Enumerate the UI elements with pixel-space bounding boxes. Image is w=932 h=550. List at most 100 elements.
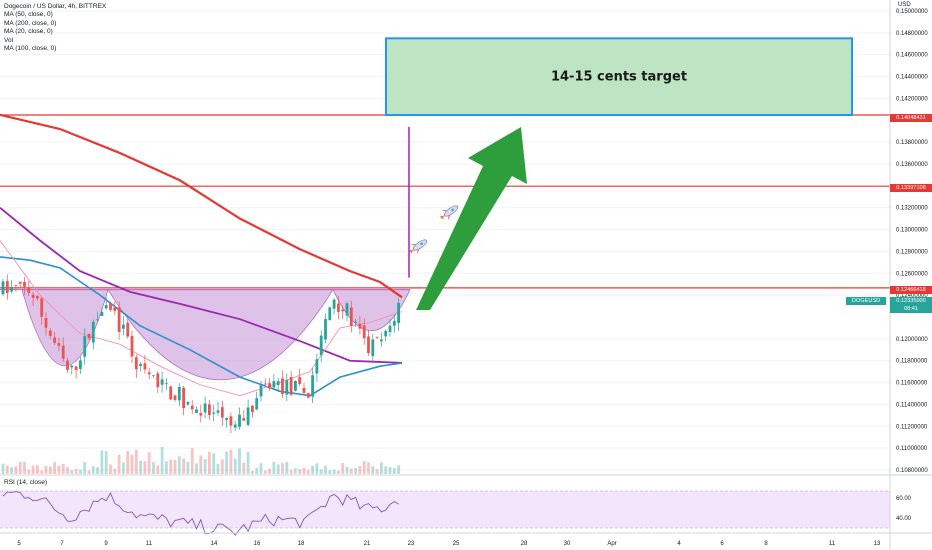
- candle-body: [1, 281, 5, 295]
- candle-body: [259, 385, 263, 397]
- volume-bar: [276, 464, 280, 474]
- volume-bar: [14, 466, 18, 474]
- candle-body: [311, 375, 314, 397]
- indicator-ma100[interactable]: MA (100, close, 0): [4, 45, 57, 53]
- candle-body: [199, 412, 203, 416]
- price-tag-level-3: 0.12466418: [890, 286, 932, 294]
- candle-body: [40, 298, 44, 317]
- candle-body: [281, 378, 284, 394]
- cup-shape: [107, 289, 334, 380]
- volume-bar: [91, 466, 95, 474]
- volume-bar: [358, 466, 362, 474]
- price-tick-label: 0.12400000: [896, 293, 928, 299]
- price-tag-level-2: 0.13397108: [890, 184, 932, 192]
- volume-bar: [272, 461, 276, 474]
- volume-bar: [83, 461, 87, 474]
- candle-body: [14, 285, 18, 286]
- volume-bar: [281, 462, 284, 474]
- rocket-icon: [440, 205, 459, 221]
- volume-bar: [324, 465, 327, 474]
- target-box: [385, 37, 853, 116]
- price-tick-label: 0.13600000: [896, 162, 928, 168]
- candle-body: [87, 333, 91, 339]
- volume-bar: [177, 456, 181, 474]
- volume-bar: [199, 455, 203, 474]
- volume-bar: [220, 459, 224, 474]
- price-tag-level-1: 0.14048431: [890, 114, 932, 122]
- candle-body: [285, 380, 289, 395]
- candle-body: [74, 366, 78, 371]
- volume-bar: [190, 448, 194, 474]
- candle-body: [169, 386, 173, 400]
- candle-body: [375, 336, 379, 338]
- time-axis[interactable]: 5 7 9 11 14 16 18 21 23 25 28 30 Apr 4 6 8 11 13: [17, 541, 881, 547]
- volume-bar: [294, 468, 297, 474]
- indicator-ma20[interactable]: MA (20, close, 0): [4, 28, 53, 36]
- volume-bar: [156, 465, 160, 474]
- rsi-band: [0, 491, 890, 528]
- candle-body: [195, 409, 198, 414]
- volume-bar: [302, 467, 306, 474]
- candle-body: [212, 412, 216, 414]
- ma200-line: [0, 113, 403, 299]
- annotations: 14-15 cents target: [385, 37, 853, 310]
- candle-body: [268, 383, 271, 389]
- indicator-ma200[interactable]: MA (200, close, 0): [4, 19, 57, 27]
- volume-bar: [18, 461, 22, 474]
- candle-body: [397, 302, 400, 323]
- candle-body: [358, 323, 362, 329]
- candle-body: [354, 321, 357, 323]
- candle-body: [289, 377, 293, 395]
- volume-bars: [1, 446, 400, 474]
- volume-bar: [126, 450, 130, 474]
- volume-bar: [117, 454, 121, 474]
- volume-bar: [268, 468, 271, 474]
- candle-body: [302, 387, 306, 393]
- candle-body: [328, 307, 332, 321]
- price-tick-label: 0.10800000: [896, 468, 928, 474]
- volume-bar: [130, 454, 134, 474]
- price-tick-label: 0.14400000: [896, 75, 928, 81]
- candle-body: [349, 307, 353, 326]
- candle-body: [27, 287, 31, 293]
- time-tick-label: 5: [17, 541, 21, 547]
- current-price-time: 08:41: [890, 305, 932, 313]
- candle-body: [147, 372, 151, 375]
- candle-body: [388, 325, 392, 332]
- volume-bar: [165, 461, 168, 474]
- price-tick-label: 0.15000000: [896, 9, 928, 15]
- candle-body: [113, 307, 117, 311]
- rsi-label[interactable]: RSI (14, close): [4, 479, 47, 486]
- candle-body: [96, 319, 99, 321]
- volume-bar: [349, 468, 353, 474]
- candle-body: [332, 299, 336, 309]
- candlesticks: [1, 274, 400, 434]
- volume-bar: [203, 459, 207, 474]
- volume-bar: [233, 458, 237, 474]
- candle-body: [134, 357, 138, 370]
- candle-body: [186, 402, 190, 405]
- volume-bar: [354, 468, 357, 474]
- volume-bar: [212, 453, 216, 474]
- rocket-flame: [440, 215, 445, 220]
- volume-bar: [96, 467, 99, 474]
- indicator-vol[interactable]: Vol: [4, 36, 14, 44]
- candle-body: [177, 386, 181, 401]
- candle-body: [173, 395, 177, 401]
- price-tick-label: 0.14600000: [896, 53, 928, 59]
- volume-bar: [371, 466, 375, 474]
- volume-bar: [5, 465, 9, 474]
- candle-body: [143, 363, 147, 370]
- volume-bar: [332, 469, 336, 474]
- candle-body: [263, 383, 267, 385]
- volume-bar: [44, 465, 48, 474]
- volume-bar: [195, 463, 198, 474]
- volume-bar: [23, 461, 26, 474]
- time-tick-label: Apr: [607, 541, 616, 547]
- volume-bar: [298, 469, 302, 474]
- candle-body: [251, 405, 254, 413]
- time-tick-label: 8: [764, 541, 768, 547]
- indicator-ma50[interactable]: MA (50, close, 0): [4, 11, 53, 19]
